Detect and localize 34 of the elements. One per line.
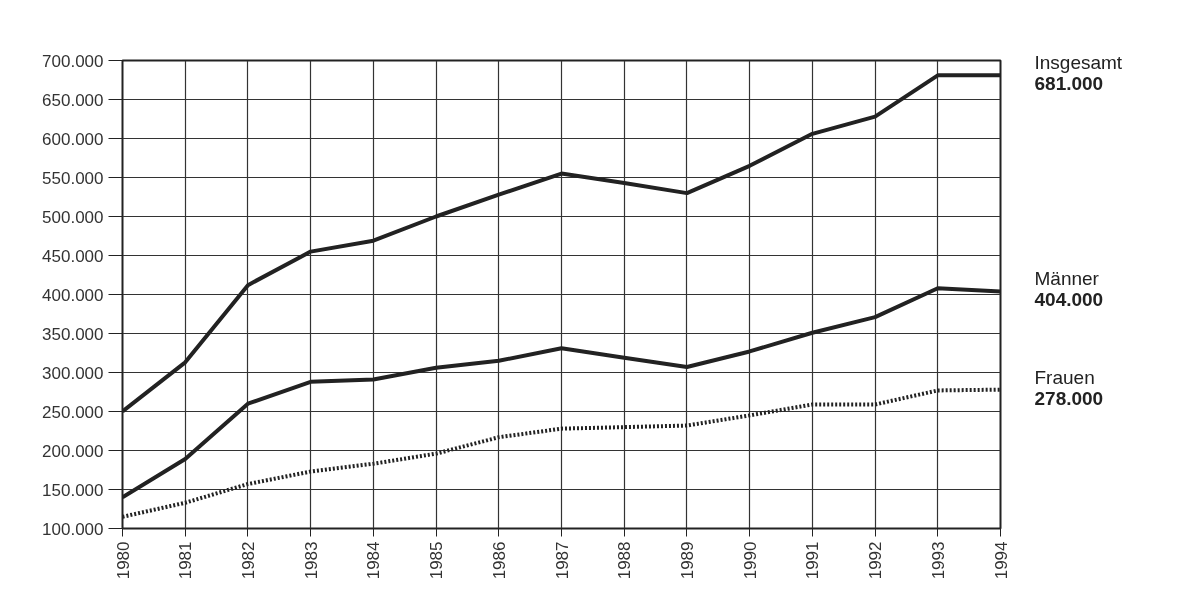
- y-tick-label: 400.000: [42, 285, 104, 305]
- x-tick-label: 1988: [615, 541, 635, 580]
- x-tick-label: 1982: [238, 541, 258, 580]
- data-label: 681.000: [1034, 73, 1104, 95]
- x-tick-label: 1985: [427, 541, 447, 580]
- y-tick-label: 200.000: [42, 441, 104, 461]
- y-tick-label: 600.000: [42, 129, 104, 149]
- series-label: Frauen: [1034, 366, 1095, 388]
- y-tick-label: 100.000: [42, 519, 104, 539]
- x-tick-label: 1989: [677, 541, 697, 580]
- y-tick-label: 500.000: [42, 207, 104, 227]
- y-tick-label: 450.000: [42, 246, 104, 266]
- data-label: 278.000: [1034, 387, 1104, 409]
- x-tick-label: 1980: [113, 541, 133, 580]
- y-tick-label: 150.000: [42, 480, 104, 500]
- y-tick-label: 650.000: [42, 90, 104, 110]
- data-label: 404.000: [1034, 289, 1104, 311]
- x-tick-label: 1987: [552, 541, 572, 580]
- y-tick-label: 550.000: [42, 168, 104, 188]
- x-tick-label: 1991: [803, 541, 823, 580]
- x-tick-label: 1992: [866, 541, 886, 580]
- x-tick-label: 1986: [489, 541, 509, 580]
- y-tick-label: 250.000: [42, 402, 104, 422]
- y-tick-label: 300.000: [42, 363, 104, 383]
- y-tick-label: 350.000: [42, 324, 104, 344]
- x-tick-label: 1990: [740, 541, 760, 580]
- x-tick-label: 1993: [928, 541, 948, 580]
- series-label: Insgesamt: [1034, 52, 1123, 74]
- x-tick-label: 1983: [301, 541, 321, 580]
- x-tick-label: 1984: [364, 541, 384, 580]
- series-label: Männer: [1034, 268, 1100, 290]
- y-tick-label: 700.000: [42, 51, 104, 71]
- x-tick-label: 1981: [176, 541, 196, 580]
- x-tick-label: 1994: [991, 541, 1011, 580]
